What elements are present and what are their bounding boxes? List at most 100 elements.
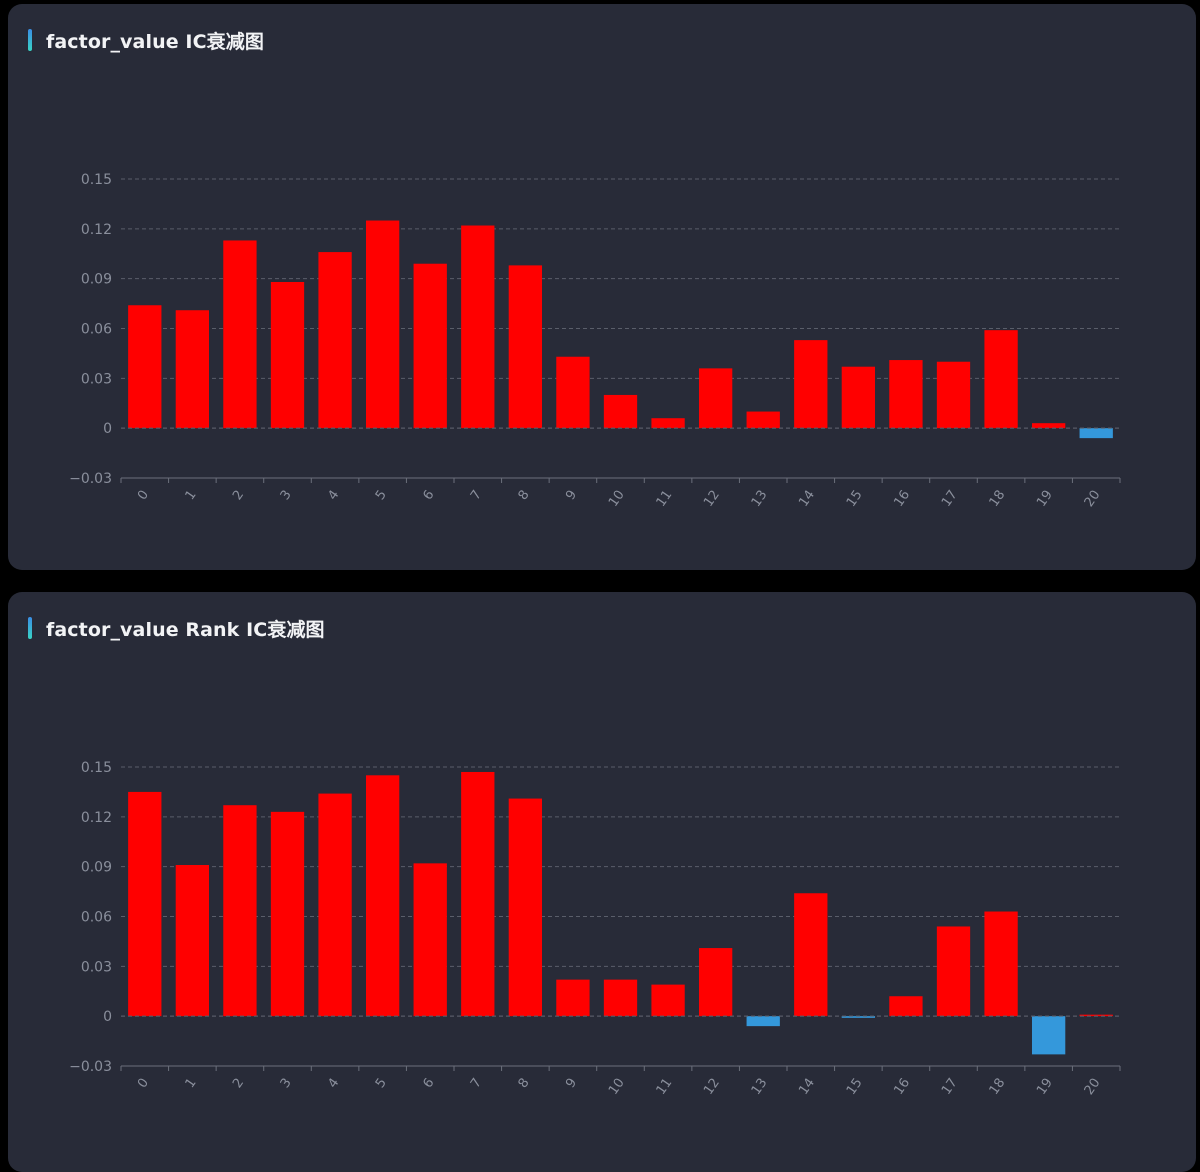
bar-9 bbox=[556, 356, 590, 429]
x-tick-label: 3 bbox=[278, 488, 295, 503]
bar-14 bbox=[794, 340, 828, 429]
x-tick-label: 10 bbox=[606, 488, 628, 510]
x-tick-label: 8 bbox=[516, 1076, 533, 1091]
x-tick-label: 0 bbox=[135, 1076, 152, 1091]
y-tick-label: 0.06 bbox=[81, 910, 112, 926]
bar-10 bbox=[603, 394, 638, 429]
x-tick-label: 2 bbox=[230, 488, 247, 503]
x-tick-label: 13 bbox=[749, 1076, 771, 1098]
bar-8 bbox=[508, 798, 543, 1017]
bar-5 bbox=[365, 775, 400, 1017]
bar-1 bbox=[175, 865, 210, 1017]
bar-16 bbox=[889, 360, 923, 429]
x-tick-label: 1 bbox=[183, 1076, 200, 1091]
x-tick-label: 5 bbox=[373, 1076, 390, 1091]
y-tick-label: 0.15 bbox=[81, 760, 112, 776]
bar-3 bbox=[270, 811, 305, 1017]
bar-10 bbox=[603, 979, 638, 1017]
x-tick-label: 11 bbox=[654, 488, 676, 510]
x-tick-label: 14 bbox=[796, 1076, 818, 1098]
x-tick-label: 10 bbox=[606, 1076, 628, 1098]
bar-6 bbox=[413, 863, 447, 1017]
bar-14 bbox=[794, 893, 828, 1017]
x-tick-label: 20 bbox=[1082, 1076, 1104, 1098]
bar-17 bbox=[936, 926, 971, 1017]
x-tick-label: 12 bbox=[701, 488, 723, 510]
bar-13 bbox=[746, 1016, 780, 1027]
bar-4 bbox=[318, 793, 352, 1017]
bar-12 bbox=[698, 368, 733, 429]
rank-ic-decay-panel: factor_value Rank IC衰减图 −0.03 0 0.03 0.06 0.… bbox=[8, 592, 1196, 1172]
panel-title: factor_value Rank IC衰减图 bbox=[46, 618, 325, 641]
y-tick-label: −0.03 bbox=[69, 471, 112, 487]
bar-3 bbox=[270, 281, 305, 429]
bar-20 bbox=[1079, 1014, 1113, 1017]
x-tick-label: 20 bbox=[1082, 488, 1104, 510]
x-tick-label: 0 bbox=[135, 488, 152, 503]
y-tick-label: 0.09 bbox=[81, 272, 112, 288]
bar-19 bbox=[1031, 1016, 1066, 1055]
x-tick-label: 6 bbox=[420, 488, 437, 503]
x-tick-label: 17 bbox=[939, 1076, 961, 1098]
x-tick-label: 9 bbox=[563, 1076, 580, 1091]
bar-0 bbox=[128, 791, 162, 1017]
panel-header: factor_value Rank IC衰减图 bbox=[28, 616, 325, 641]
x-tick-label: 6 bbox=[420, 1076, 437, 1091]
title-accent-bar bbox=[28, 617, 32, 639]
y-tick-label: 0 bbox=[103, 421, 112, 437]
bar-18 bbox=[984, 330, 1018, 429]
x-tick-label: 19 bbox=[1034, 1076, 1056, 1098]
x-tick-label: 13 bbox=[749, 488, 771, 510]
title-accent-bar bbox=[28, 29, 32, 51]
bar-11 bbox=[651, 418, 685, 429]
x-tick-label: 7 bbox=[468, 488, 485, 503]
bar-0 bbox=[128, 305, 162, 429]
bar-12 bbox=[698, 948, 733, 1017]
x-tick-label: 7 bbox=[468, 1076, 485, 1091]
x-tick-label: 17 bbox=[939, 488, 961, 510]
x-tick-label: 19 bbox=[1034, 488, 1056, 510]
x-tick-label: 11 bbox=[654, 1076, 676, 1098]
bar-8 bbox=[508, 265, 543, 429]
x-tick-label: 8 bbox=[516, 488, 533, 503]
bar-9 bbox=[556, 979, 590, 1017]
x-tick-label: 18 bbox=[987, 488, 1009, 510]
x-tick-label: 5 bbox=[373, 488, 390, 503]
bar-11 bbox=[651, 984, 685, 1017]
x-tick-label: 14 bbox=[796, 488, 818, 510]
y-tick-label: −0.03 bbox=[69, 1059, 112, 1075]
x-tick-label: 15 bbox=[844, 488, 866, 510]
x-tick-label: 15 bbox=[844, 1076, 866, 1098]
bar-17 bbox=[936, 361, 971, 429]
y-tick-label: 0.12 bbox=[81, 810, 112, 826]
y-tick-label: 0.03 bbox=[81, 959, 112, 975]
x-tick-label: 2 bbox=[230, 1076, 247, 1091]
y-tick-label: 0 bbox=[103, 1009, 112, 1025]
bar-4 bbox=[318, 252, 352, 429]
bar-20 bbox=[1079, 428, 1113, 439]
bar-7 bbox=[461, 225, 495, 429]
y-tick-label: 0.03 bbox=[81, 371, 112, 387]
x-tick-label: 12 bbox=[701, 1076, 723, 1098]
bar-5 bbox=[365, 220, 400, 429]
bar-7 bbox=[461, 771, 495, 1017]
y-tick-label: 0.06 bbox=[81, 322, 112, 338]
bar-6 bbox=[413, 263, 447, 429]
bar-15 bbox=[841, 366, 876, 429]
panel-title: factor_value IC衰减图 bbox=[46, 30, 264, 53]
ic-decay-panel: factor_value IC衰减图 −0.03 0 0.03 0.06 0.09 0.1… bbox=[8, 4, 1196, 570]
bar-2 bbox=[223, 805, 257, 1017]
y-tick-label: 0.15 bbox=[81, 172, 112, 188]
bar-15 bbox=[841, 1016, 876, 1018]
bar-1 bbox=[175, 310, 210, 429]
x-tick-label: 4 bbox=[325, 1076, 342, 1091]
x-tick-label: 16 bbox=[891, 1076, 913, 1098]
panel-header: factor_value IC衰减图 bbox=[28, 28, 264, 53]
x-tick-label: 9 bbox=[563, 488, 580, 503]
bar-16 bbox=[889, 996, 923, 1017]
x-tick-label: 16 bbox=[891, 488, 913, 510]
bar-18 bbox=[984, 911, 1018, 1017]
x-tick-label: 18 bbox=[987, 1076, 1009, 1098]
